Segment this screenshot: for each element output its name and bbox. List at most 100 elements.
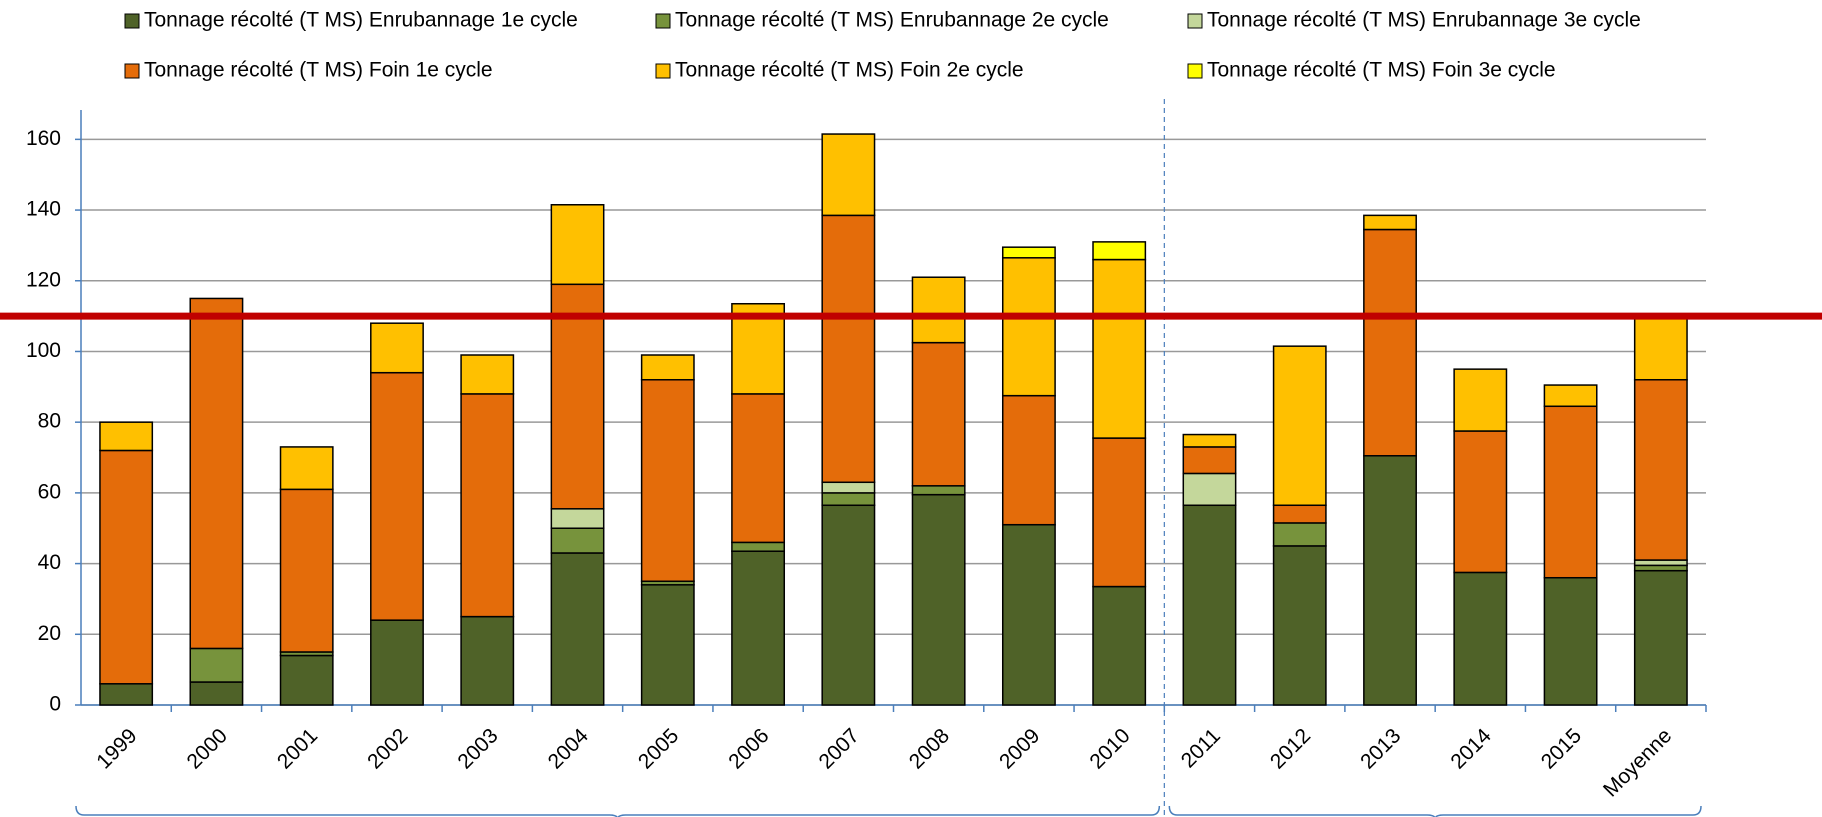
x-tick-label: 2000	[183, 724, 232, 773]
x-tick-label: Moyenne	[1599, 724, 1676, 801]
x-tick-label: 2010	[1085, 724, 1134, 773]
bar-segment	[99, 683, 154, 706]
x-tick-label: 2015	[1537, 724, 1586, 773]
bar-segment	[99, 449, 154, 685]
bar-segment	[279, 446, 334, 491]
legend-label: Tonnage récolté (T MS) Foin 3e cycle	[1207, 59, 1556, 82]
legend-swatch	[124, 13, 140, 29]
bar-segment	[1633, 564, 1688, 572]
bar-segment	[1633, 559, 1688, 567]
bar-segment	[189, 647, 244, 683]
bar-segment	[189, 681, 244, 706]
bar-segment	[370, 371, 424, 621]
x-tick-label: 2006	[724, 724, 773, 773]
bar-segment	[1272, 522, 1327, 547]
bar-segment	[1543, 576, 1598, 706]
y-tick-label: 20	[38, 622, 61, 645]
bar-segment	[731, 550, 786, 706]
bar-segment	[1001, 523, 1056, 706]
bar-segment	[731, 541, 786, 552]
bar-segment	[189, 297, 244, 650]
legend-label: Tonnage récolté (T MS) Enrubannage 1e cy…	[144, 9, 578, 32]
y-tick-label: 160	[26, 127, 61, 150]
legend-swatch	[1187, 63, 1203, 79]
bar-segment	[1001, 394, 1056, 526]
legend-label: Tonnage récolté (T MS) Foin 2e cycle	[675, 59, 1024, 82]
legend-swatch	[655, 63, 671, 79]
bar-segment	[1543, 405, 1598, 579]
bar-segment	[1092, 585, 1147, 706]
bar-segment	[911, 276, 966, 344]
bar-segment	[1001, 246, 1056, 259]
y-tick-label: 40	[38, 551, 61, 574]
brace	[75, 805, 1161, 817]
x-tick-label: 2012	[1266, 724, 1315, 773]
bar-segment	[1633, 569, 1688, 706]
bar-segment	[460, 393, 515, 618]
bar-segment	[911, 493, 966, 706]
legend-swatch	[124, 63, 140, 79]
bar-segment	[370, 619, 424, 706]
x-tick-label: 2004	[544, 724, 594, 774]
legend-label: Tonnage récolté (T MS) Enrubannage 3e cy…	[1207, 9, 1641, 32]
x-tick-label: 1999	[92, 724, 141, 773]
bar-segment	[821, 492, 876, 507]
x-tick-label: 2014	[1446, 724, 1496, 774]
y-tick-label: 140	[26, 198, 61, 221]
legend-swatch	[1187, 13, 1203, 29]
y-tick-label: 80	[38, 410, 61, 433]
bar-segment	[640, 584, 695, 706]
bar-segment	[1182, 504, 1237, 706]
bar-segment	[550, 508, 605, 529]
bar-segment	[1453, 430, 1508, 574]
bar-segment	[370, 322, 424, 374]
x-tick-label: 2013	[1356, 724, 1405, 773]
x-tick-label: 2002	[363, 724, 412, 773]
bar-segment	[1453, 571, 1508, 706]
bar-segment	[550, 204, 605, 286]
bar-segment	[1092, 258, 1147, 439]
bar-segment	[821, 133, 876, 217]
bar-segment	[1363, 214, 1417, 231]
brace	[1168, 805, 1702, 817]
bar-segment	[1633, 315, 1688, 381]
bar-segment	[1363, 228, 1417, 457]
bar-segment	[821, 214, 876, 484]
bar-segment	[1182, 433, 1237, 448]
bar-segment	[1182, 472, 1237, 507]
bar-segment	[640, 379, 695, 583]
x-tick-label: 2001	[273, 724, 322, 773]
bar-segment	[1272, 545, 1327, 706]
bar-segment	[1092, 437, 1147, 588]
bar-segment	[99, 421, 154, 452]
bar-segment	[279, 654, 334, 706]
bar-segment	[821, 504, 876, 706]
bar-segment	[1272, 345, 1327, 507]
bar-segment	[550, 527, 605, 554]
x-tick-label: 2003	[453, 724, 502, 773]
bar-segment	[911, 485, 966, 496]
legend-label: Tonnage récolté (T MS) Foin 1e cycle	[144, 59, 493, 82]
x-tick-label: 2008	[905, 724, 954, 773]
y-tick-label: 60	[38, 480, 61, 503]
bar-segment	[1182, 446, 1237, 475]
bar-segment	[279, 488, 334, 653]
bar-segment	[1633, 379, 1688, 561]
bar-segment	[911, 341, 966, 487]
x-tick-label: 2005	[634, 724, 683, 773]
legend-label: Tonnage récolté (T MS) Enrubannage 2e cy…	[675, 9, 1109, 32]
bar-segment	[1272, 504, 1327, 524]
legend-swatch	[655, 13, 671, 29]
bar-segment	[460, 354, 515, 395]
bar-segment	[1453, 368, 1508, 432]
bar-segment	[640, 354, 695, 381]
y-tick-label: 100	[26, 339, 61, 362]
y-tick-label: 0	[49, 693, 61, 716]
bar-segment	[1001, 257, 1056, 397]
bar-segment	[1092, 241, 1147, 261]
bar-segment	[1363, 455, 1417, 706]
bar-segment	[1543, 384, 1598, 408]
x-tick-label: 2011	[1177, 724, 1225, 772]
bar-segment	[460, 615, 515, 706]
